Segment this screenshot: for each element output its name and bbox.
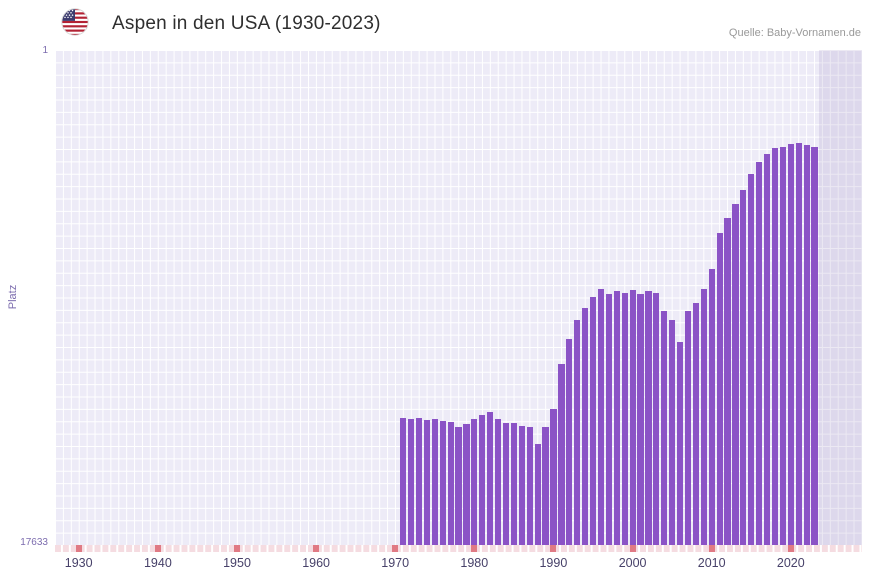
bar-2012[interactable] (724, 218, 731, 545)
bar-1983[interactable] (495, 419, 502, 545)
bar-1985[interactable] (510, 422, 518, 545)
bar-1987[interactable] (526, 426, 533, 545)
x-decade-tick-1960 (313, 545, 320, 552)
bar-1992[interactable] (566, 339, 573, 545)
bar-2002[interactable] (645, 291, 652, 545)
x-decade-tick-1980 (471, 545, 478, 552)
bar-2021[interactable] (795, 142, 802, 545)
bar-2005[interactable] (669, 319, 676, 545)
x-decade-tick-1930 (75, 545, 82, 552)
bar-1981[interactable] (479, 414, 486, 545)
y-tick-top: 1 (42, 45, 48, 56)
us-flag-icon (61, 8, 89, 36)
x-decade-tick-1940 (154, 545, 161, 552)
bar-2022[interactable] (803, 145, 810, 545)
y-axis-title: Platz (7, 284, 19, 310)
x-decade-tick-1950 (234, 545, 240, 552)
bar-2009[interactable] (700, 288, 707, 545)
x-decade-tick-1970 (392, 545, 399, 552)
x-decade-tick-2010 (708, 545, 715, 552)
bar-1999[interactable] (621, 292, 628, 545)
bar-1980[interactable] (471, 419, 478, 545)
x-axis-tick-band (55, 545, 862, 552)
bar-2001[interactable] (637, 294, 644, 545)
bar-1976[interactable] (439, 421, 446, 545)
x-tick-label-2000: 2000 (618, 556, 647, 570)
plot-area (55, 50, 862, 545)
x-tick-label-1970: 1970 (381, 556, 410, 570)
x-decade-tick-1990 (550, 545, 557, 552)
bar-2019[interactable] (779, 146, 787, 545)
bar-1971[interactable] (400, 417, 407, 545)
bar-2006[interactable] (676, 341, 684, 545)
bar-1979[interactable] (463, 423, 470, 545)
bar-1972[interactable] (407, 419, 415, 545)
bar-2008[interactable] (692, 302, 699, 545)
x-tick-label-1960: 1960 (302, 556, 330, 570)
bar-2003[interactable] (653, 292, 660, 545)
bar-1986[interactable] (518, 425, 525, 545)
bar-1998[interactable] (613, 291, 620, 545)
bar-1984[interactable] (502, 423, 510, 545)
x-decade-tick-2020 (787, 545, 794, 552)
bar-2016[interactable] (756, 162, 763, 545)
bar-2017[interactable] (764, 153, 771, 545)
bar-2023[interactable] (811, 146, 818, 545)
bar-1982[interactable] (487, 412, 494, 545)
x-tick-label-1930: 1930 (64, 556, 93, 570)
bar-1991[interactable] (558, 364, 565, 545)
chart-title: Aspen in den USA (1930-2023) (112, 13, 381, 34)
bar-1974[interactable] (423, 420, 430, 545)
y-tick-bottom: 17633 (20, 537, 48, 548)
x-tick-label-1950: 1950 (223, 556, 251, 570)
bar-1988[interactable] (534, 444, 541, 545)
bar-1978[interactable] (455, 426, 462, 545)
bar-2011[interactable] (716, 232, 723, 545)
bar-2018[interactable] (771, 148, 779, 545)
x-tick-label-2010: 2010 (697, 556, 726, 570)
x-tick-label-1980: 1980 (460, 556, 489, 570)
bar-1973[interactable] (415, 418, 423, 545)
x-tick-label-2020: 2020 (776, 556, 805, 570)
bar-1977[interactable] (447, 422, 454, 545)
bar-1990[interactable] (550, 409, 557, 545)
bar-2015[interactable] (748, 173, 755, 545)
x-tick-label-1990: 1990 (539, 556, 568, 570)
x-tick-label-1940: 1940 (143, 556, 172, 570)
bar-1993[interactable] (574, 319, 581, 545)
bar-2010[interactable] (708, 268, 715, 545)
bar-2020[interactable] (787, 144, 794, 545)
bar-1994[interactable] (582, 308, 589, 545)
bar-2014[interactable] (740, 190, 747, 545)
x-decade-tick-2000 (629, 545, 636, 552)
bar-1989[interactable] (542, 426, 549, 545)
bar-1996[interactable] (597, 288, 605, 545)
bar-2004[interactable] (661, 311, 668, 545)
bar-2007[interactable] (684, 311, 692, 545)
bar-1995[interactable] (589, 297, 597, 545)
bar-2000[interactable] (629, 290, 636, 545)
bar-1975[interactable] (431, 419, 438, 545)
recent-years-band (819, 50, 862, 545)
bar-2013[interactable] (732, 204, 739, 545)
source-link[interactable]: Quelle: Baby-Vornamen.de (728, 27, 861, 39)
bar-1997[interactable] (605, 294, 612, 545)
